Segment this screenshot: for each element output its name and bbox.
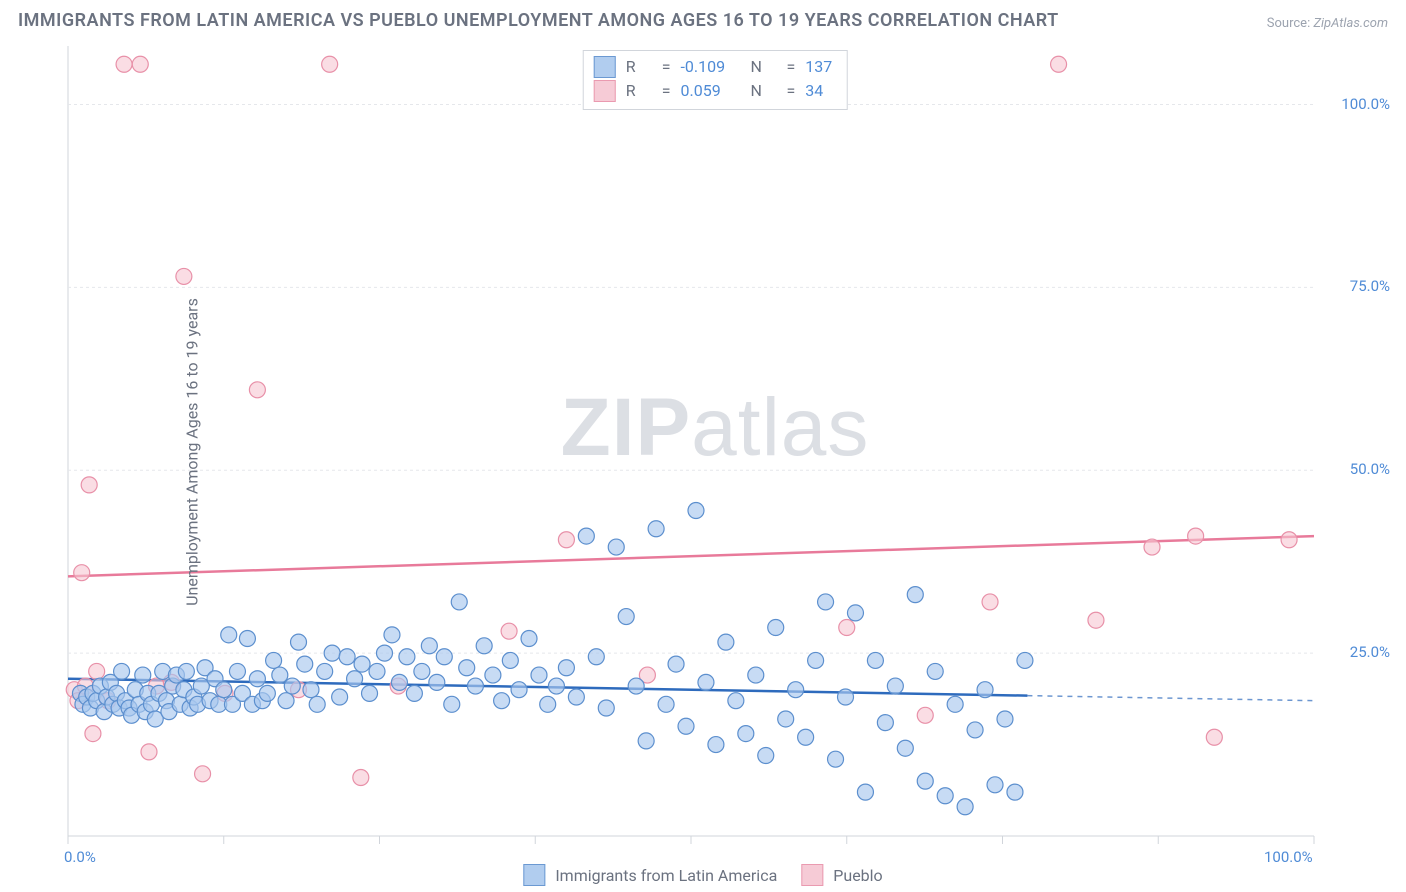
chart-container: Unemployment Among Ages 16 to 19 years Z…: [38, 44, 1392, 860]
x-tick-label-min: 0.0%: [64, 848, 96, 866]
stats-legend: R = -0.109 N = 137 R = 0.059 N = 34: [583, 50, 848, 110]
blue-r-value: -0.109: [681, 55, 741, 79]
y-axis-label: Unemployment Among Ages 16 to 19 years: [182, 298, 201, 606]
blue-n-value: 137: [805, 55, 832, 79]
x-tick-label-max: 100.0%: [1264, 848, 1313, 866]
legend-swatch-blue: [594, 56, 616, 78]
y-tick-label: 75.0%: [1350, 277, 1390, 295]
y-tick-label: 100.0%: [1341, 95, 1390, 113]
legend-swatch-pink: [801, 864, 823, 886]
source-prefix: Source:: [1267, 16, 1314, 31]
pink-r-value: 0.059: [681, 79, 741, 103]
legend-swatch-pink: [594, 80, 616, 102]
r-label: R: [626, 79, 652, 103]
pink-n-value: 34: [805, 79, 823, 103]
legend-label-blue: Immigrants from Latin America: [555, 866, 777, 885]
source-attribution: Source: ZipAtlas.com: [1267, 16, 1388, 31]
r-label: R: [626, 55, 652, 79]
scatter-chart: [38, 44, 1392, 860]
legend-swatch-blue: [523, 864, 545, 886]
source-name: ZipAtlas.com: [1313, 16, 1388, 31]
series-legend: Immigrants from Latin America Pueblo: [523, 864, 882, 886]
legend-item-pink: Pueblo: [801, 864, 882, 886]
stats-legend-pink: R = 0.059 N = 34: [594, 79, 833, 103]
n-label: N: [751, 79, 777, 103]
n-label: N: [751, 55, 777, 79]
legend-label-pink: Pueblo: [833, 866, 882, 885]
stats-legend-blue: R = -0.109 N = 137: [594, 55, 833, 79]
y-tick-label: 50.0%: [1350, 460, 1390, 478]
legend-item-blue: Immigrants from Latin America: [523, 864, 777, 886]
chart-title: IMMIGRANTS FROM LATIN AMERICA VS PUEBLO …: [18, 10, 1059, 31]
y-tick-label: 25.0%: [1350, 643, 1390, 661]
